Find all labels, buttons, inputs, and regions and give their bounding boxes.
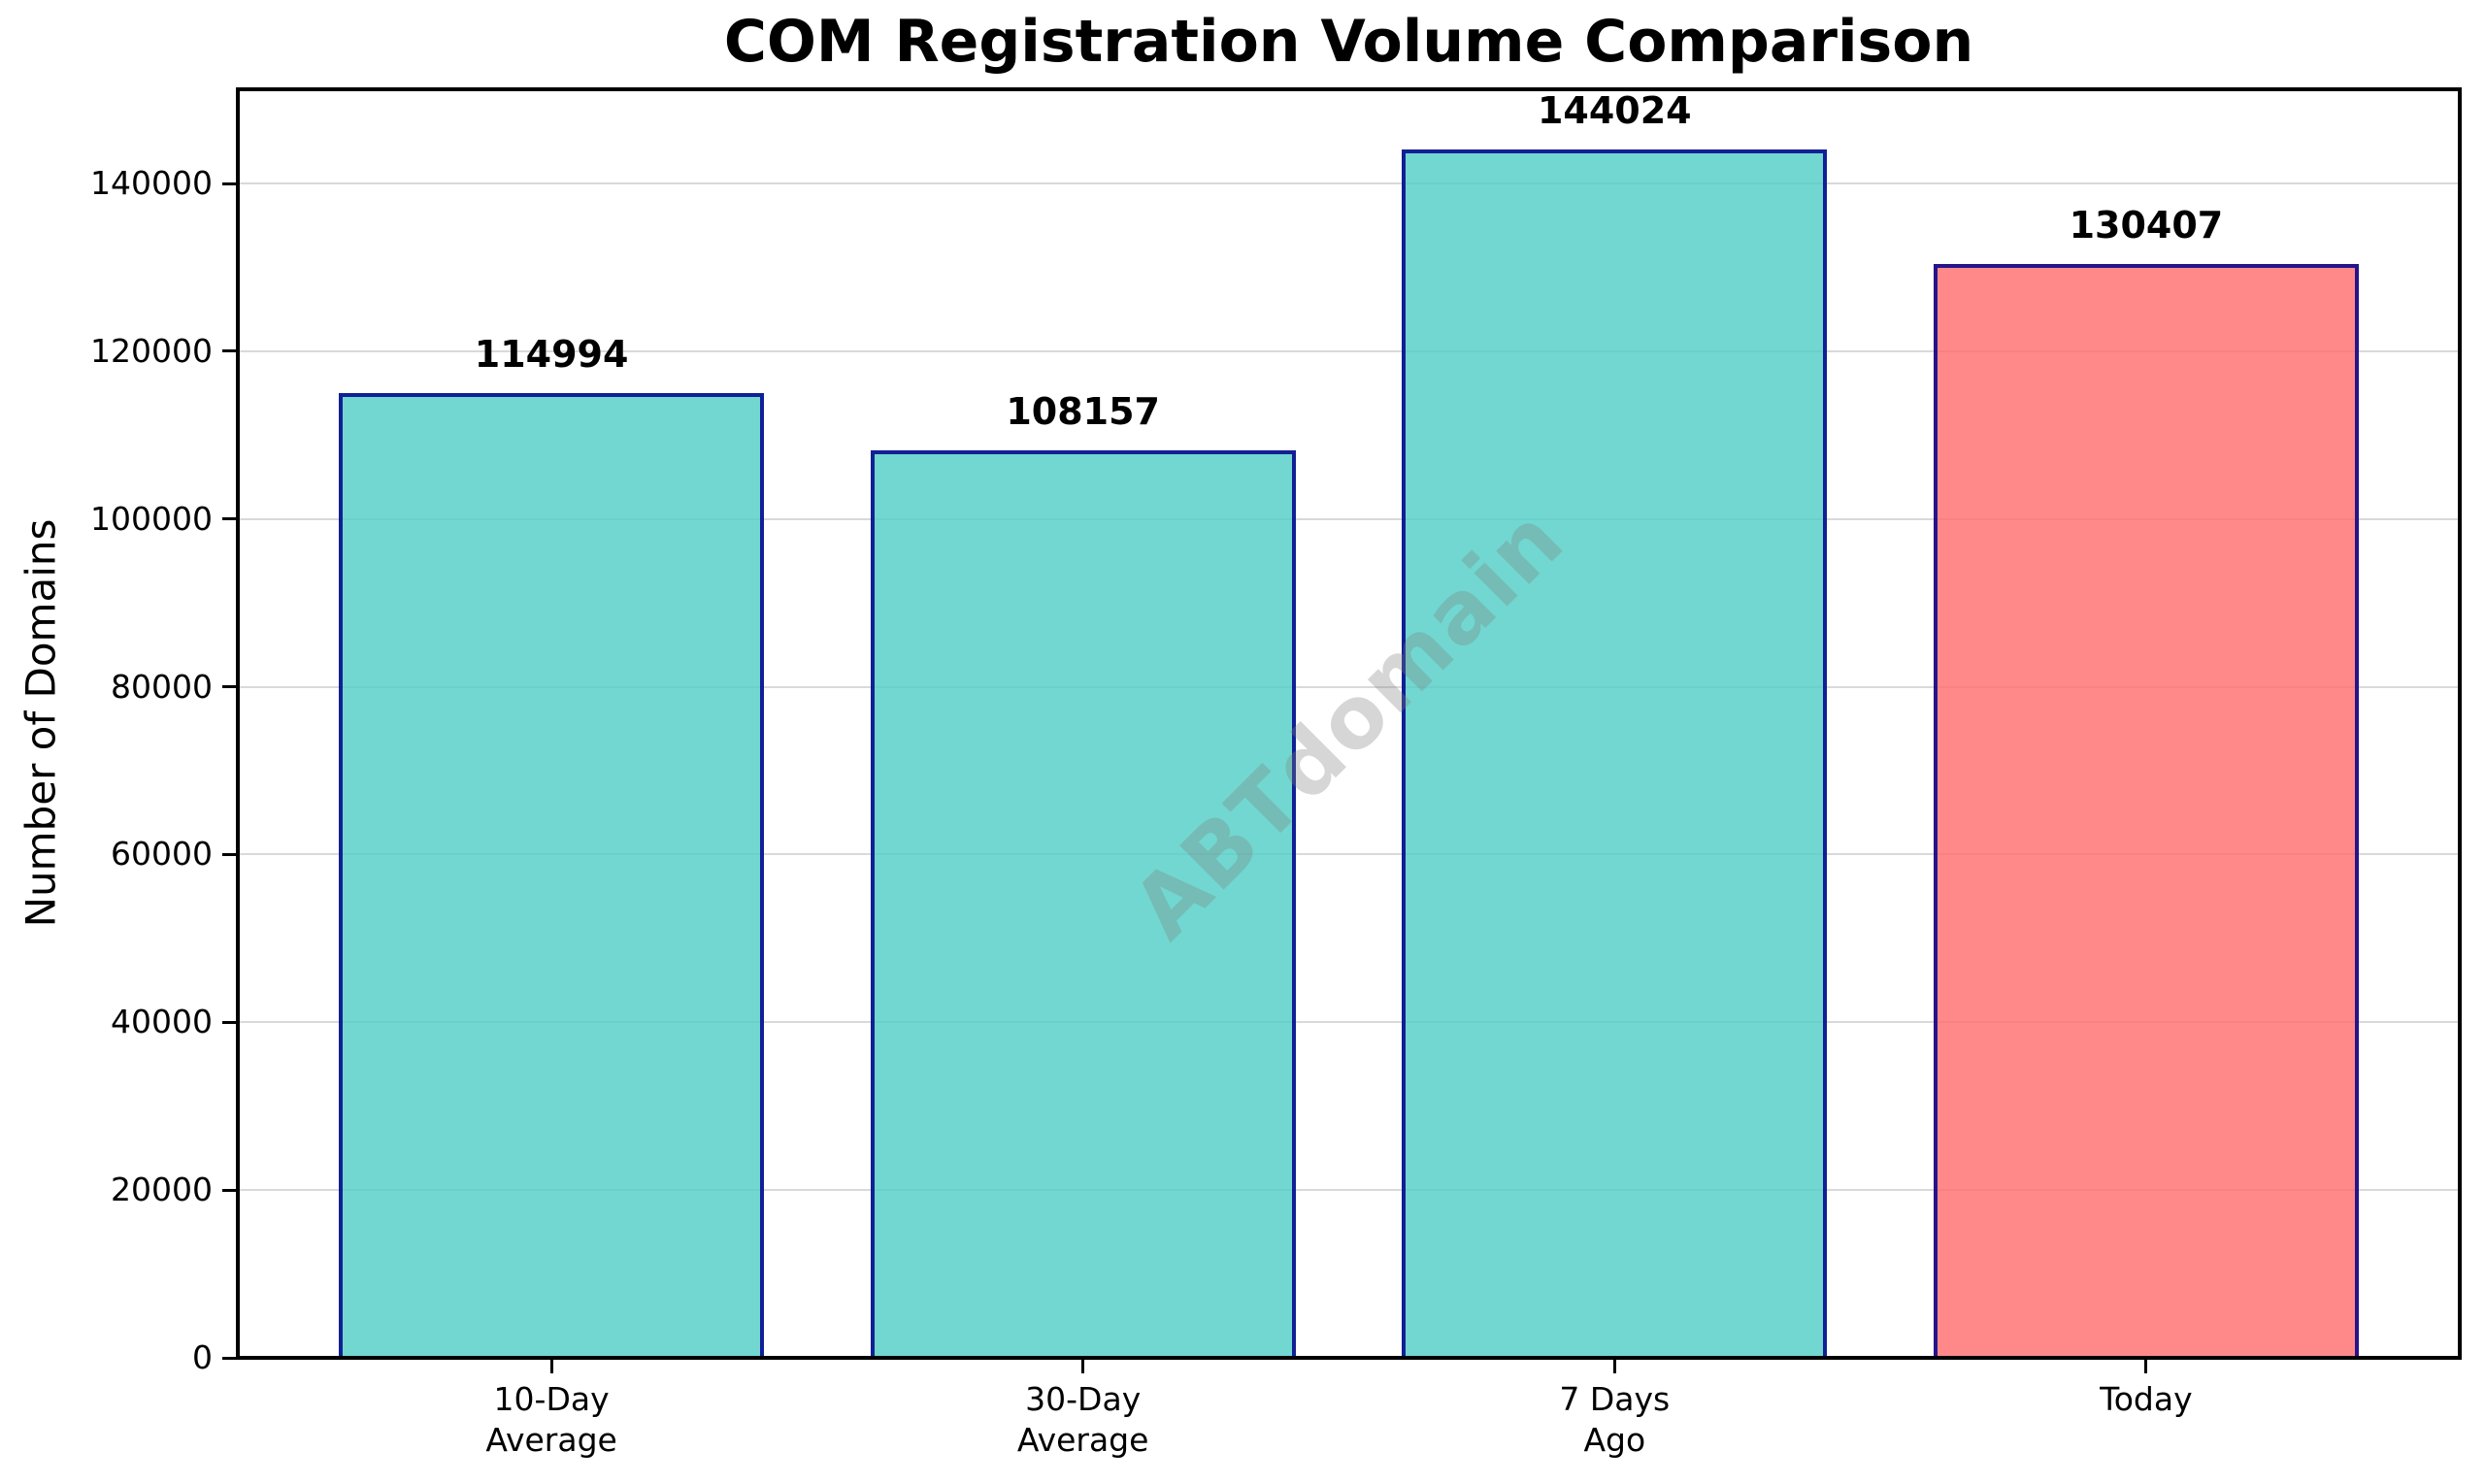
y-tick-label: 100000 — [90, 499, 213, 538]
bar — [339, 393, 765, 1358]
y-tick-label: 80000 — [111, 667, 213, 706]
y-tick-label: 0 — [192, 1338, 213, 1376]
bar-value-label: 130407 — [2069, 203, 2224, 247]
bar-value-label: 108157 — [1006, 390, 1161, 434]
bar — [1933, 263, 2359, 1358]
y-tick-mark — [222, 181, 236, 185]
y-gridline — [238, 349, 2460, 352]
y-tick-mark — [222, 1188, 236, 1192]
x-tick-mark — [549, 1360, 553, 1373]
y-tick-mark — [222, 1356, 236, 1360]
x-tick-label: 10-Day Average — [485, 1380, 617, 1460]
y-gridline — [238, 517, 2460, 520]
bar — [1402, 149, 1828, 1358]
x-tick-label: Today — [2100, 1380, 2193, 1418]
x-tick-label: 30-Day Average — [1016, 1380, 1149, 1460]
y-tick-mark — [222, 685, 236, 689]
y-tick-label: 40000 — [111, 1003, 213, 1041]
y-tick-mark — [222, 517, 236, 521]
x-tick-mark — [2144, 1360, 2148, 1373]
y-gridline — [238, 1021, 2460, 1024]
y-tick-mark — [222, 1020, 236, 1024]
y-tick-label: 20000 — [111, 1171, 213, 1209]
y-tick-label: 140000 — [90, 164, 213, 202]
y-tick-label: 120000 — [90, 331, 213, 370]
y-gridline — [238, 1189, 2460, 1192]
y-tick-label: 60000 — [111, 835, 213, 874]
x-tick-label: 7 Days Ago — [1559, 1380, 1671, 1460]
chart-title: COM Registration Volume Comparison — [723, 8, 1974, 76]
y-tick-mark — [222, 349, 236, 353]
x-tick-mark — [1612, 1360, 1616, 1373]
x-tick-mark — [1081, 1360, 1085, 1373]
y-gridline — [238, 685, 2460, 688]
bar-value-label: 144024 — [1537, 89, 1692, 133]
y-tick-mark — [222, 852, 236, 856]
y-gridline — [238, 853, 2460, 856]
bar-value-label: 114994 — [474, 333, 629, 377]
bar — [870, 450, 1296, 1358]
y-gridline — [238, 182, 2460, 184]
